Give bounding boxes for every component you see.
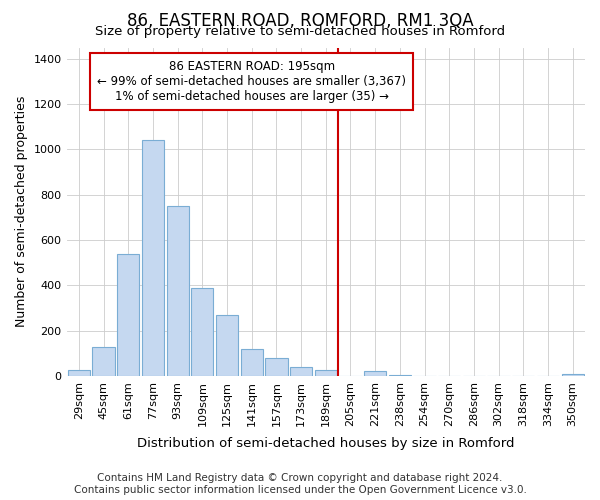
Text: 86 EASTERN ROAD: 195sqm
← 99% of semi-detached houses are smaller (3,367)
1% of : 86 EASTERN ROAD: 195sqm ← 99% of semi-de… — [97, 60, 406, 103]
Text: 86, EASTERN ROAD, ROMFORD, RM1 3QA: 86, EASTERN ROAD, ROMFORD, RM1 3QA — [127, 12, 473, 30]
Bar — [562, 374, 584, 376]
Bar — [167, 206, 189, 376]
X-axis label: Distribution of semi-detached houses by size in Romford: Distribution of semi-detached houses by … — [137, 437, 515, 450]
Bar — [290, 367, 312, 376]
Bar — [364, 372, 386, 376]
Bar — [68, 370, 90, 376]
Bar — [216, 315, 238, 376]
Bar — [241, 349, 263, 376]
Bar — [389, 375, 411, 376]
Y-axis label: Number of semi-detached properties: Number of semi-detached properties — [15, 96, 28, 328]
Bar — [191, 288, 214, 376]
Bar — [265, 358, 287, 376]
Bar — [92, 346, 115, 376]
Bar — [142, 140, 164, 376]
Text: Size of property relative to semi-detached houses in Romford: Size of property relative to semi-detach… — [95, 25, 505, 38]
Text: Contains HM Land Registry data © Crown copyright and database right 2024.
Contai: Contains HM Land Registry data © Crown c… — [74, 474, 526, 495]
Bar — [117, 254, 139, 376]
Bar — [314, 370, 337, 376]
